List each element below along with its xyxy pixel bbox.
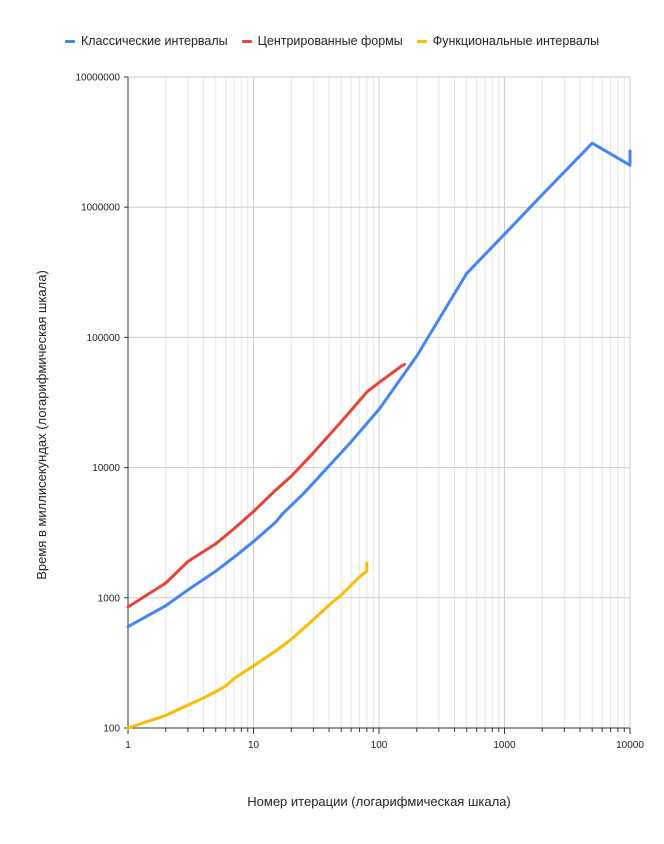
chart-legend: Классические интервалы Центрированные фо… <box>0 34 664 48</box>
x-tick-label: 100 <box>371 740 388 751</box>
legend-item-classic[interactable]: Классические интервалы <box>64 34 228 48</box>
x-tick-label: 1000 <box>493 740 516 751</box>
y-tick-label: 10000 <box>92 463 120 474</box>
series-line-functional <box>126 561 369 730</box>
legend-label-functional: Функциональные интервалы <box>432 34 600 48</box>
x-tick-label: 10 <box>248 740 260 751</box>
y-tick-label: 1000000 <box>81 203 120 214</box>
series-line-centered <box>126 362 407 609</box>
legend-label-centered: Центрированные формы <box>257 34 403 48</box>
y-tick-label: 100000 <box>87 333 121 344</box>
legend-item-functional[interactable]: Функциональные интервалы <box>416 34 600 48</box>
series-group <box>126 141 632 730</box>
legend-label-classic: Классические интервалы <box>80 34 228 48</box>
axes: 100 1000 10000 100000 1000000 10000000 1 10 100 1… <box>76 73 645 752</box>
y-axis-title: Время в миллисекундах (логарифмическая ш… <box>34 270 49 580</box>
legend-item-centered[interactable]: Центрированные формы <box>241 34 403 48</box>
y-tick-label: 100 <box>103 724 120 735</box>
legend-swatch-centered <box>241 39 252 43</box>
y-tick-label: 1000 <box>98 593 121 604</box>
legend-swatch-functional <box>416 39 427 43</box>
x-tick-label: 1 <box>125 740 131 751</box>
legend-swatch-classic <box>64 39 75 43</box>
series-line-classic <box>126 141 632 629</box>
x-tick-label: 10000 <box>616 740 644 751</box>
x-axis-title: Номер итерации (логарифмическая шкала) <box>247 794 510 809</box>
y-tick-label: 10000000 <box>76 73 121 84</box>
grid <box>127 76 631 729</box>
